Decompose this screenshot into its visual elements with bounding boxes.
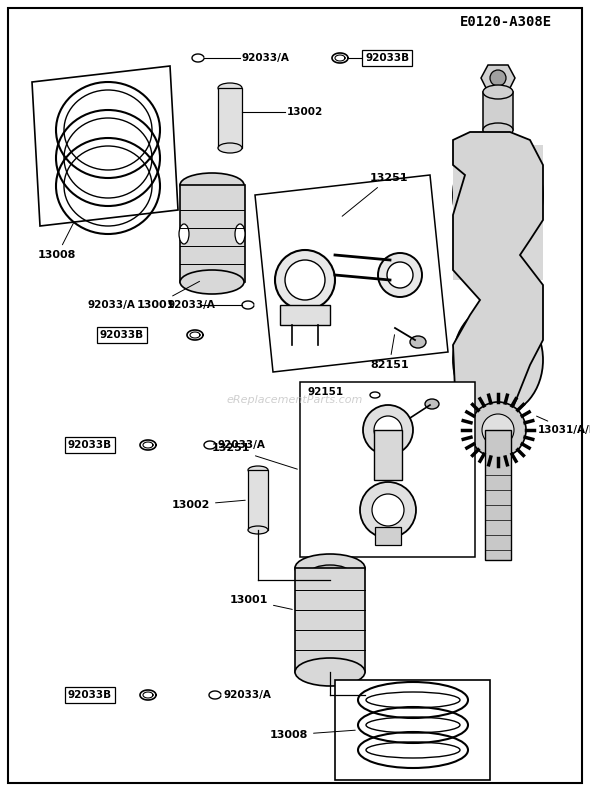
Text: 92033B: 92033B: [100, 330, 144, 340]
Ellipse shape: [235, 224, 245, 244]
Text: 13251: 13251: [211, 443, 297, 469]
Ellipse shape: [410, 336, 426, 348]
Text: 13031/A/B: 13031/A/B: [536, 416, 590, 435]
Bar: [483, 92, 513, 130]
Bar: [485, 430, 511, 560]
Text: 13001: 13001: [137, 281, 199, 310]
Circle shape: [378, 253, 422, 297]
Bar: [180, 185, 245, 282]
Polygon shape: [255, 175, 448, 372]
Polygon shape: [32, 66, 178, 226]
Text: 92151: 92151: [308, 387, 344, 397]
Text: 13002: 13002: [287, 107, 323, 117]
Circle shape: [482, 414, 514, 446]
Bar: [374, 430, 402, 480]
Bar: [300, 382, 475, 557]
Circle shape: [490, 70, 506, 86]
Ellipse shape: [218, 143, 242, 153]
Text: 92033B: 92033B: [365, 53, 409, 63]
Text: E0120-A308E: E0120-A308E: [460, 15, 552, 29]
Circle shape: [275, 250, 335, 310]
Text: 13008: 13008: [38, 223, 76, 260]
Ellipse shape: [180, 173, 244, 197]
Bar: [335, 680, 490, 780]
Text: 13001: 13001: [230, 595, 292, 609]
Polygon shape: [481, 65, 515, 92]
Bar: [248, 470, 268, 530]
Text: 82151: 82151: [370, 335, 409, 370]
Text: 13251: 13251: [342, 173, 408, 216]
Bar: [218, 88, 242, 148]
Text: 92033/A: 92033/A: [242, 53, 290, 63]
Text: 92033B: 92033B: [68, 690, 112, 700]
Ellipse shape: [248, 466, 268, 474]
Ellipse shape: [295, 554, 365, 582]
Ellipse shape: [483, 123, 513, 137]
Text: 92033/A: 92033/A: [168, 300, 216, 310]
Circle shape: [372, 494, 404, 526]
Ellipse shape: [310, 565, 350, 581]
Text: eReplacementParts.com: eReplacementParts.com: [227, 395, 363, 405]
Bar: [295, 568, 365, 672]
Text: 92033/A: 92033/A: [87, 300, 135, 310]
Circle shape: [387, 262, 413, 288]
Ellipse shape: [425, 399, 439, 409]
Bar: [453, 145, 543, 235]
Ellipse shape: [478, 260, 518, 300]
Text: 92033/A: 92033/A: [218, 440, 266, 450]
Text: 92033/A: 92033/A: [223, 690, 271, 700]
Ellipse shape: [218, 83, 242, 93]
Circle shape: [470, 402, 526, 458]
Polygon shape: [453, 132, 543, 420]
Circle shape: [374, 416, 402, 444]
Ellipse shape: [180, 270, 244, 294]
Text: 92033B: 92033B: [68, 440, 112, 450]
Text: 13002: 13002: [172, 500, 245, 510]
Circle shape: [360, 482, 416, 538]
Bar: [280, 305, 330, 325]
Circle shape: [363, 405, 413, 455]
Bar: [453, 190, 543, 280]
Circle shape: [285, 260, 325, 300]
Ellipse shape: [179, 224, 189, 244]
Text: 13008: 13008: [270, 730, 355, 740]
Ellipse shape: [248, 526, 268, 534]
Ellipse shape: [453, 140, 543, 250]
Ellipse shape: [295, 658, 365, 686]
Ellipse shape: [453, 305, 543, 415]
Bar: [375, 527, 401, 545]
Ellipse shape: [483, 85, 513, 99]
